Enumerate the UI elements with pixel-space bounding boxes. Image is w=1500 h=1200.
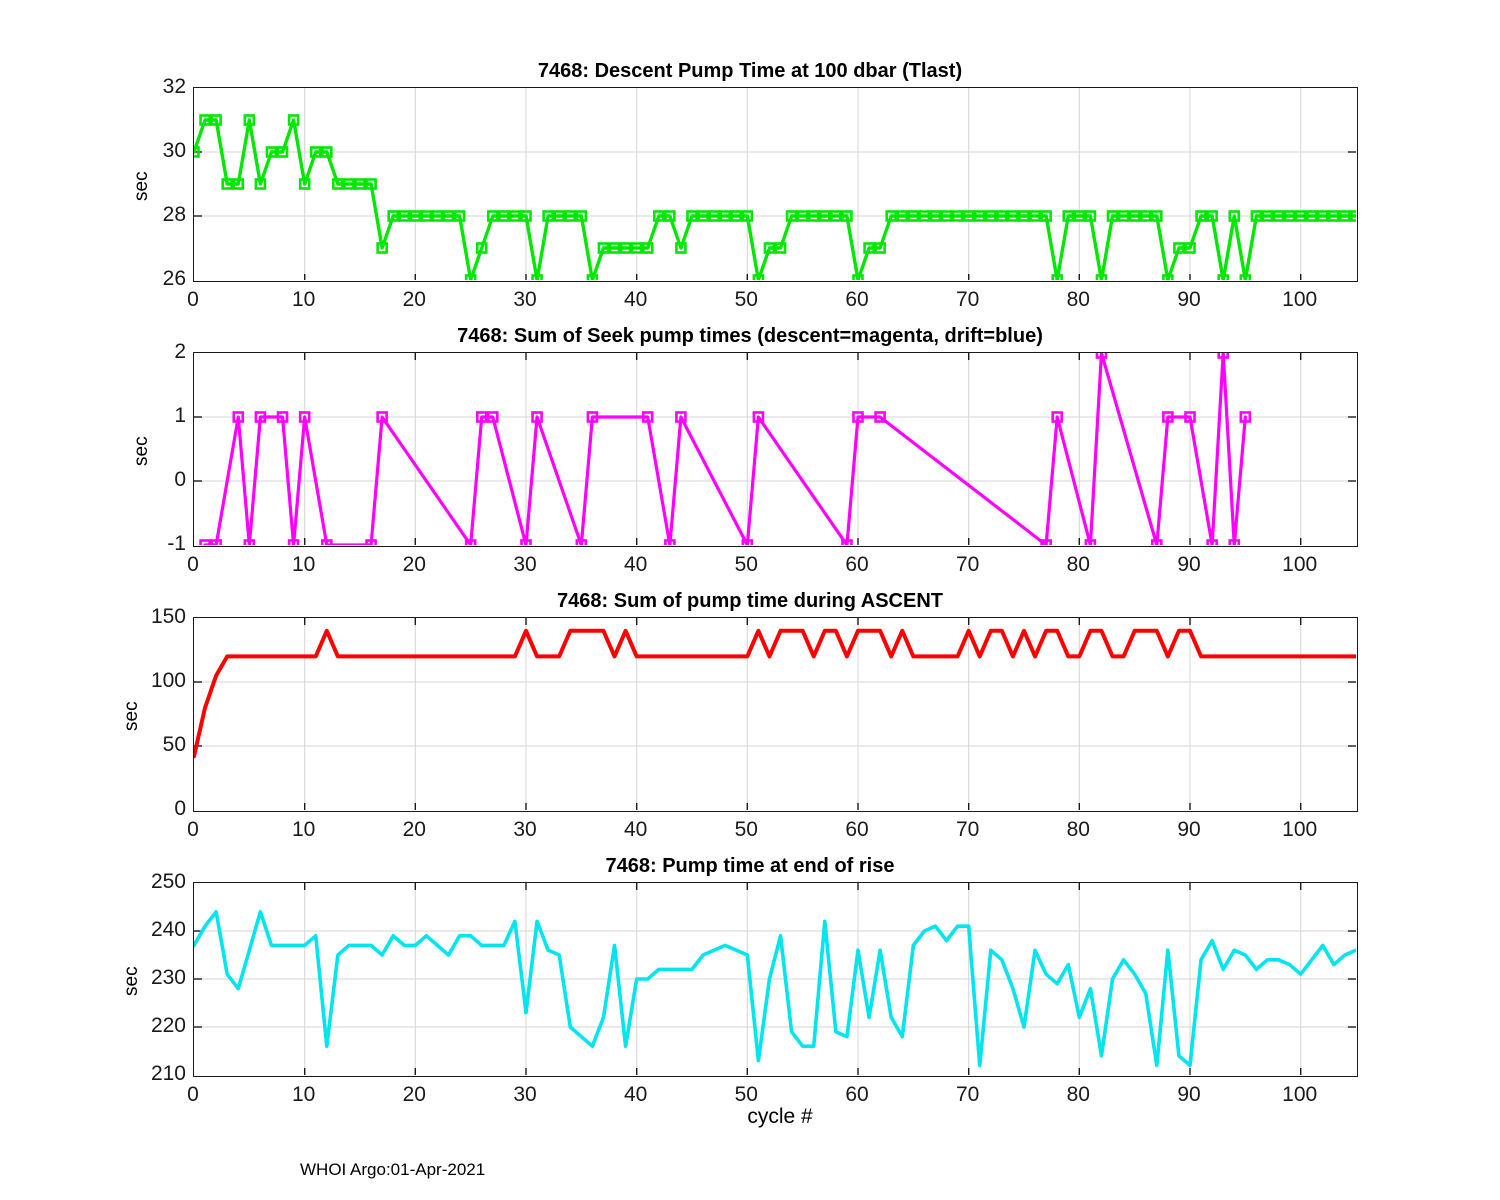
panel-4-xtick-100: 100 [1282, 1083, 1318, 1106]
panel-3-xtick-80: 80 [1066, 818, 1090, 841]
panel-1-ytick-30: 30 [162, 139, 186, 162]
figure-xaxis-label: cycle # [747, 1105, 813, 1128]
panel-3-svg [194, 618, 1356, 810]
panel-1-plot-area [193, 87, 1358, 282]
panel-2-xtick-100: 100 [1282, 553, 1318, 576]
panel-3-series [194, 628, 1356, 759]
panel-2-plot-area [193, 352, 1358, 547]
panel-3-xtick-40: 40 [624, 818, 648, 841]
panel-4-xtick-80: 80 [1066, 1083, 1090, 1106]
panel-4-plot-area [193, 882, 1358, 1077]
panel-seek-pump-times: 7468: Sum of Seek pump times (descent=ma… [0, 325, 1500, 576]
panel-2-xtick-70: 70 [956, 553, 980, 576]
panel-4-ytick-210: 210 [150, 1062, 186, 1085]
panel-4-ytick-250: 250 [150, 870, 186, 893]
panel-4-xtick-40: 40 [624, 1083, 648, 1106]
panel-4-ytick-220: 220 [150, 1014, 186, 1037]
panel-3-title: 7468: Sum of pump time during ASCENT [557, 590, 943, 612]
panel-1-svg [194, 88, 1356, 280]
panel-4-ytick-240: 240 [150, 918, 186, 941]
panel-4-svg [194, 883, 1356, 1075]
panel-2-series [199, 353, 1252, 545]
panel-1-ytick-26: 26 [162, 267, 186, 290]
panel-2-ytick-2: 2 [174, 340, 186, 363]
panel-4-xtick-70: 70 [956, 1083, 980, 1106]
panel-3-xtick-50: 50 [734, 818, 758, 841]
panel-4-ytick-230: 230 [150, 966, 186, 989]
panel-4-xtick-30: 30 [513, 1083, 537, 1106]
panel-3-xtick-30: 30 [513, 818, 537, 841]
panel-2-xtick-10: 10 [292, 553, 316, 576]
panel-3-xtick-90: 90 [1177, 818, 1201, 841]
panel-3-ytick-100: 100 [150, 669, 186, 692]
panel-3-xtick-60: 60 [845, 818, 869, 841]
panel-pump-time-end-of-rise: 7468: Pump time at end of rise sec [0, 855, 1500, 1115]
panel-3-xtick-0: 0 [187, 818, 199, 841]
panel-ascent-pump-time: 7468: Sum of pump time during ASCENT sec [0, 590, 1500, 841]
figure-footer: WHOI Argo:01-Apr-2021 [300, 1160, 486, 1179]
panel-3-ytick-0: 0 [174, 797, 186, 820]
panel-2-xtick-0: 0 [187, 553, 199, 576]
panel-2-svg [194, 353, 1356, 545]
panel-1-xtick-60: 60 [845, 288, 869, 311]
panel-1-xtick-20: 20 [402, 288, 426, 311]
panel-1-xtick-10: 10 [292, 288, 316, 311]
panel-2-ylabel: sec [131, 436, 152, 466]
panel-2-ytick-0: 0 [174, 468, 186, 491]
panel-2-xtick-30: 30 [513, 553, 537, 576]
panel-1-series [194, 114, 1356, 280]
panel-1-ytick-32: 32 [162, 75, 186, 98]
panel-2-ytick-neg1: -1 [167, 532, 186, 555]
panel-4-xtick-0: 0 [187, 1083, 199, 1106]
panel-4-xtick-20: 20 [402, 1083, 426, 1106]
panel-1-ytick-28: 28 [162, 203, 186, 226]
panel-1-xtick-80: 80 [1066, 288, 1090, 311]
panel-4-xtick-90: 90 [1177, 1083, 1201, 1106]
panel-1-xtick-0: 0 [187, 288, 199, 311]
panel-3-xtick-70: 70 [956, 818, 980, 841]
panel-3-plot-area [193, 617, 1358, 812]
panel-1-xtick-90: 90 [1177, 288, 1201, 311]
panel-3-xtick-20: 20 [402, 818, 426, 841]
panel-1-xtick-30: 30 [513, 288, 537, 311]
panel-3-xtick-10: 10 [292, 818, 316, 841]
panel-1-xtick-100: 100 [1282, 288, 1318, 311]
panel-descent-pump-time: 7468: Descent Pump Time at 100 dbar (Tla… [0, 60, 1500, 311]
panel-2-xtick-80: 80 [1066, 553, 1090, 576]
panel-2-ytick-1: 1 [174, 404, 186, 427]
panel-4-xtick-50: 50 [734, 1083, 758, 1106]
panel-1-xtick-70: 70 [956, 288, 980, 311]
panel-1-title: 7468: Descent Pump Time at 100 dbar (Tla… [537, 60, 963, 82]
panel-2-title: 7468: Sum of Seek pump times (descent=ma… [457, 325, 1043, 347]
panel-3-ytick-150: 150 [150, 605, 186, 628]
panel-4-xtick-10: 10 [292, 1083, 316, 1106]
panel-2-xtick-90: 90 [1177, 553, 1201, 576]
panel-4-title: 7468: Pump time at end of rise [605, 855, 895, 877]
panel-2-xtick-40: 40 [624, 553, 648, 576]
panel-1-xtick-40: 40 [624, 288, 648, 311]
panel-1-ylabel: sec [131, 171, 152, 201]
panel-4-xtick-60: 60 [845, 1083, 869, 1106]
panel-3-ylabel: sec [121, 701, 142, 731]
panel-2-xtick-60: 60 [845, 553, 869, 576]
panel-1-xtick-50: 50 [734, 288, 758, 311]
panel-3-ytick-50: 50 [162, 733, 186, 756]
panel-2-xtick-20: 20 [402, 553, 426, 576]
panel-2-xtick-50: 50 [734, 553, 758, 576]
panel-4-series [194, 909, 1356, 1068]
panel-3-xtick-100: 100 [1282, 818, 1318, 841]
